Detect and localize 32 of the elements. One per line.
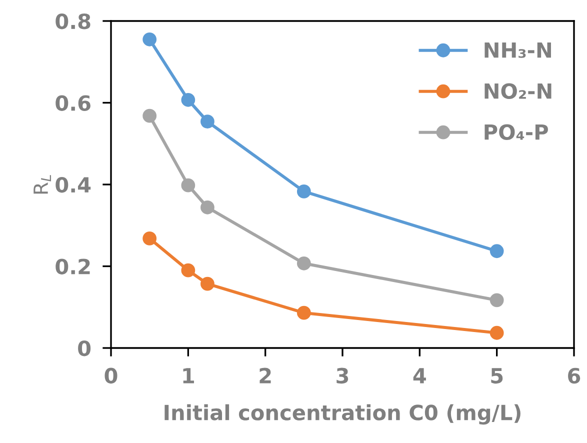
x-tick-label: 4 — [413, 368, 426, 384]
point — [142, 32, 157, 46]
point — [490, 244, 504, 258]
y-tick-label: 0.6 — [56, 95, 90, 111]
point — [296, 256, 311, 270]
y-tick-label: 0.2 — [56, 258, 90, 274]
point — [142, 232, 157, 246]
point — [181, 178, 196, 192]
point — [200, 114, 214, 128]
legend-label: NO₂-N — [484, 83, 552, 99]
y-axis-title: R$_{L}$ — [34, 175, 51, 194]
y-tick-label: 0 — [78, 340, 91, 356]
x-tick-label: 3 — [336, 368, 348, 384]
point — [296, 306, 311, 320]
x-tick-label: 1 — [183, 368, 194, 384]
x-tick-label: 6 — [568, 368, 580, 384]
point — [490, 293, 504, 308]
x-tick-label: 5 — [491, 368, 503, 384]
y-tick-label: 0.4 — [56, 176, 91, 193]
point — [200, 276, 214, 291]
x-tick-label: 0 — [104, 368, 118, 384]
point — [490, 326, 504, 340]
point — [181, 263, 196, 278]
legend-label: PO₄-P — [484, 124, 548, 140]
legend-label: NH₃-N — [484, 42, 551, 58]
x-tick-label: 2 — [260, 368, 271, 384]
x-axis-title: Initial concentration C0 (mg/L) — [164, 404, 520, 425]
point — [181, 92, 196, 107]
point — [142, 108, 157, 123]
point — [200, 200, 214, 214]
point — [296, 184, 311, 198]
y-tick-label: 0.8 — [56, 13, 90, 30]
